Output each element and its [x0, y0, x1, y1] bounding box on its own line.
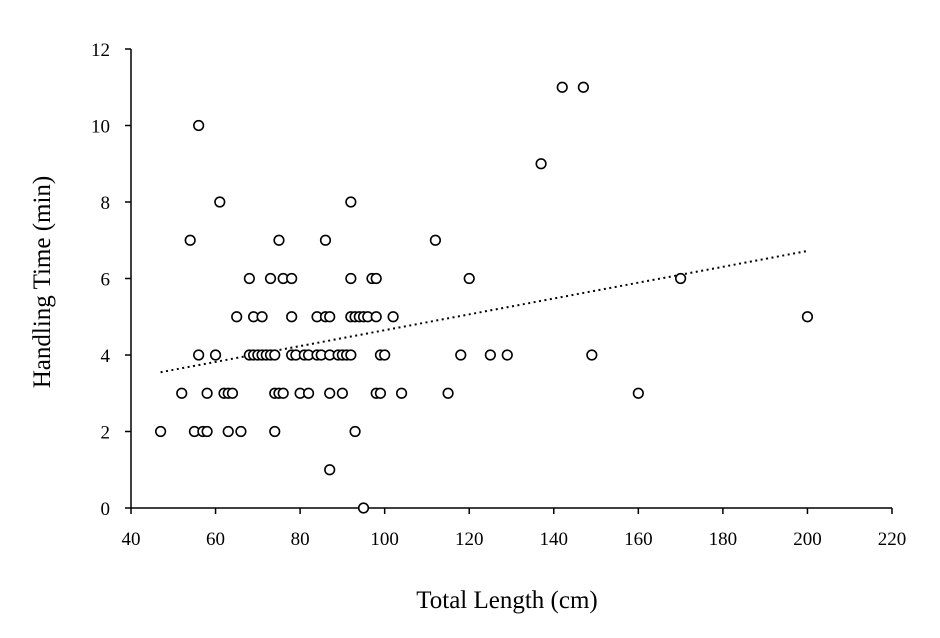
data-point	[176, 387, 188, 399]
data-point	[370, 272, 382, 285]
data-point	[193, 349, 205, 361]
data-point	[324, 464, 336, 476]
x-tick-label: 140	[540, 529, 569, 550]
data-point	[429, 234, 442, 246]
data-point	[324, 311, 336, 323]
data-point	[556, 81, 568, 93]
x-tick-label: 100	[370, 529, 399, 550]
data-point	[286, 272, 298, 285]
data-points	[154, 81, 814, 514]
x-tick-labels: 40 60 80 100 120 140 160 180 200 220	[122, 508, 907, 550]
y-tick-label: 12	[91, 40, 110, 61]
data-point	[349, 425, 361, 438]
data-point	[264, 272, 277, 285]
data-point	[345, 272, 357, 285]
data-point	[302, 387, 315, 399]
data-point	[442, 387, 454, 399]
data-point	[357, 502, 370, 514]
data-point	[214, 196, 226, 208]
data-point	[193, 119, 205, 132]
data-point	[455, 349, 467, 361]
data-point	[256, 311, 268, 323]
data-point	[387, 311, 399, 323]
x-tick-label: 200	[793, 529, 822, 550]
data-point	[231, 311, 243, 323]
y-tick-label: 2	[101, 423, 111, 444]
data-point	[336, 387, 348, 399]
data-point	[201, 425, 213, 438]
x-tick-label: 220	[878, 529, 907, 550]
data-point	[235, 425, 247, 438]
data-point	[370, 311, 382, 323]
y-tick-labels: 0 2 4 6 8 10 12	[91, 40, 131, 520]
x-tick-label: 180	[709, 529, 738, 550]
x-tick-label: 120	[455, 529, 484, 550]
x-tick-label: 160	[624, 529, 653, 550]
y-tick-label: 6	[101, 270, 111, 291]
data-point	[277, 387, 289, 399]
data-point	[319, 234, 332, 246]
y-axis-title: Handling Time (min)	[29, 176, 56, 389]
data-point	[501, 349, 513, 361]
data-point	[463, 272, 475, 285]
data-point	[222, 425, 234, 438]
data-point	[586, 349, 598, 361]
x-tick-label: 40	[122, 529, 141, 550]
data-point	[269, 425, 281, 438]
data-point	[154, 425, 167, 438]
data-point	[184, 234, 196, 246]
y-tick-label: 10	[91, 117, 110, 138]
data-point	[801, 311, 814, 323]
y-tick-label: 8	[101, 193, 111, 214]
data-point	[209, 349, 222, 361]
data-point	[226, 387, 239, 399]
data-point	[632, 387, 644, 399]
data-point	[577, 81, 589, 93]
x-tick-label: 80	[291, 529, 310, 550]
data-point	[395, 387, 408, 399]
data-point	[374, 387, 387, 399]
x-tick-label: 60	[206, 529, 225, 550]
data-point	[675, 272, 687, 285]
y-tick-label: 0	[101, 499, 111, 520]
data-point	[345, 196, 357, 208]
data-point	[379, 349, 391, 361]
data-point	[324, 387, 336, 399]
data-point	[269, 349, 281, 361]
data-point	[345, 349, 357, 361]
x-axis-title: Total Length (cm)	[416, 587, 598, 614]
data-point	[273, 234, 285, 246]
data-point	[201, 387, 213, 399]
y-tick-label: 4	[101, 346, 111, 367]
data-point	[484, 349, 496, 361]
data-point	[286, 311, 298, 323]
data-point	[243, 272, 255, 285]
data-point	[535, 158, 547, 170]
